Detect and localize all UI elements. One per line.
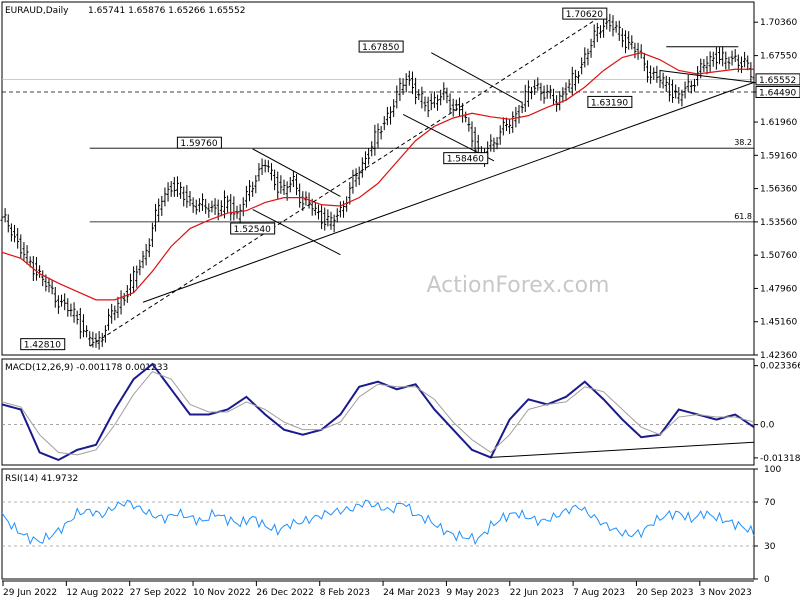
trend-line bbox=[142, 81, 755, 303]
rsi-ytick-label: 30 bbox=[764, 542, 776, 552]
macd-series-macd bbox=[1, 362, 755, 462]
price-ytick-label: 1.67550 bbox=[760, 52, 797, 62]
price-label-box bbox=[20, 338, 66, 351]
xtick-label: 22 Jun 2023 bbox=[510, 588, 564, 598]
reference-level-label: 1.64490 bbox=[759, 88, 796, 98]
price-ytick-label: 1.45160 bbox=[760, 318, 797, 328]
trend-line bbox=[659, 69, 755, 83]
xtick-label: 12 Aug 2022 bbox=[66, 588, 124, 598]
macd-ytick-label: 0.0 bbox=[760, 421, 775, 431]
ohlc-readout: 1.65741 1.65876 1.65266 1.65552 bbox=[88, 6, 245, 16]
xtick-label: 7 Aug 2023 bbox=[573, 588, 625, 598]
price-label-box bbox=[587, 95, 633, 108]
price-ytick-label: 1.47960 bbox=[760, 284, 797, 294]
price-label: 1.65552 bbox=[759, 76, 796, 86]
price-ytick-label: 1.56360 bbox=[760, 185, 797, 195]
macd-series-signal bbox=[1, 371, 755, 456]
watermark: ActionForex.com bbox=[427, 273, 610, 298]
macd-ytick-label: 0.023366 bbox=[760, 362, 800, 372]
xtick-label: 3 Nov 2023 bbox=[700, 588, 752, 598]
price-label: 1.58460 bbox=[447, 155, 484, 165]
price-ytick-label: 1.42360 bbox=[760, 351, 797, 361]
xtick-label: 8 Feb 2023 bbox=[320, 588, 370, 598]
trend-line bbox=[89, 14, 604, 347]
price-label-box bbox=[358, 40, 404, 53]
rsi-ytick-label: 100 bbox=[764, 465, 781, 475]
price-label: 1.59760 bbox=[180, 139, 217, 149]
price-ytick-label: 1.59160 bbox=[760, 151, 797, 161]
fib-level-label: 38.2 bbox=[734, 138, 752, 147]
price-label-box bbox=[230, 222, 276, 235]
xtick-label: 26 Dec 2022 bbox=[256, 588, 314, 598]
rsi-series-line bbox=[1, 499, 755, 546]
price-label-box bbox=[755, 85, 800, 98]
trend-line bbox=[431, 52, 523, 103]
moving-average-line bbox=[1, 52, 754, 301]
rsi-title: RSI(14) 41.9732 bbox=[5, 474, 78, 484]
price-ytick-label: 1.53560 bbox=[760, 218, 797, 228]
fib-level-label: 61.8 bbox=[734, 212, 752, 221]
trend-line bbox=[252, 209, 341, 256]
xtick-label: 24 Mar 2023 bbox=[383, 588, 440, 598]
xtick-label: 29 Jun 2022 bbox=[3, 588, 57, 598]
xtick-label: 9 May 2023 bbox=[446, 588, 499, 598]
panel-frame-price bbox=[1, 1, 755, 356]
price-label: 1.67850 bbox=[362, 43, 399, 53]
panel-frame-rsi bbox=[1, 468, 755, 580]
chart-title: EURAUD,Daily bbox=[5, 6, 69, 16]
price-label-box bbox=[443, 152, 489, 165]
xtick-label: 27 Sep 2022 bbox=[130, 588, 187, 598]
price-label-box bbox=[562, 7, 608, 20]
macd-ytick-label: -0.013186 bbox=[760, 454, 800, 464]
macd-title: MACD(12,26,9) -0.001178 0.001233 bbox=[5, 363, 168, 373]
rsi-ytick-label: 0 bbox=[764, 575, 770, 585]
xtick-label: 20 Sep 2023 bbox=[636, 588, 693, 598]
price-ytick-label: 1.61960 bbox=[760, 118, 797, 128]
price-label-box bbox=[755, 73, 800, 86]
xtick-label: 10 Nov 2022 bbox=[193, 588, 251, 598]
price-label: 1.63190 bbox=[591, 98, 628, 108]
trend-line bbox=[252, 148, 341, 197]
price-ytick-label: 1.50760 bbox=[760, 251, 797, 261]
price-label: 1.70620 bbox=[566, 10, 603, 20]
price-label-box bbox=[176, 136, 222, 149]
panel-frame-macd bbox=[1, 358, 755, 466]
price-label: 1.42810 bbox=[24, 341, 61, 351]
price-ytick-label: 1.70360 bbox=[760, 18, 797, 28]
rsi-ytick-label: 70 bbox=[764, 498, 776, 508]
price-label: 1.52540 bbox=[234, 225, 271, 235]
macd-trend-line bbox=[490, 441, 755, 458]
